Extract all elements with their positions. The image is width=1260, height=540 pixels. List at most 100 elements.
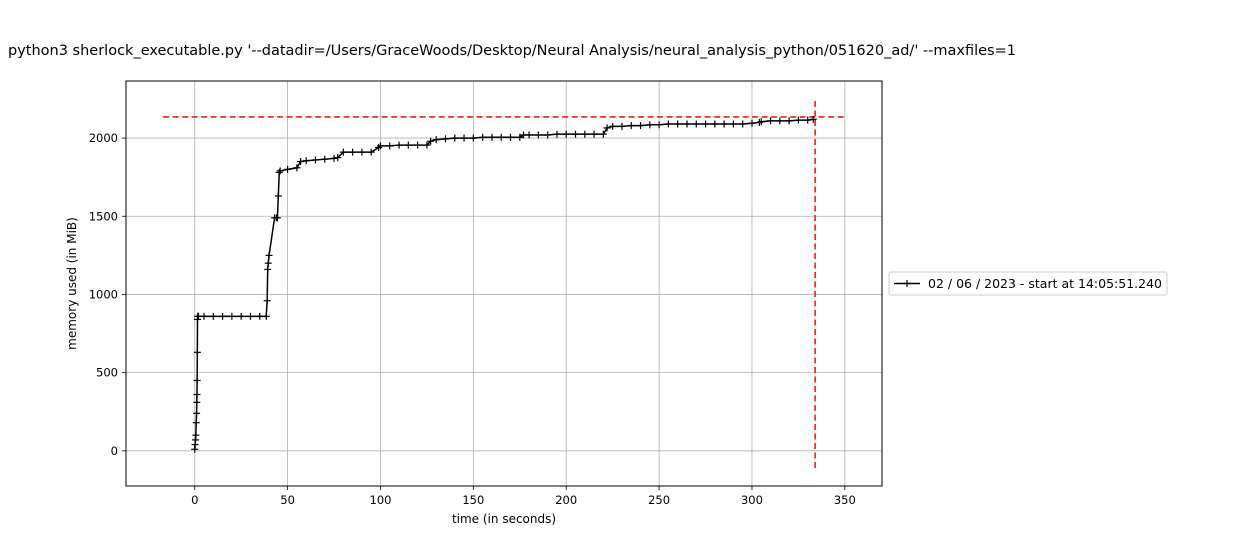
data-point [572,130,580,138]
data-point [284,165,292,173]
y-tick-label: 2000 [89,131,118,145]
data-point [809,115,817,123]
data-point [193,376,201,384]
data-point [423,141,431,149]
data-point [637,122,645,130]
data-point [427,137,435,145]
data-point [469,134,477,142]
data-point [256,312,264,320]
data-point [627,122,635,130]
data-point [334,154,342,162]
data-point [534,131,542,139]
data-point [339,148,347,156]
data-point [451,134,459,142]
reference-lines [163,98,845,469]
data-point [441,135,449,143]
y-tick-label: 1500 [89,209,118,223]
data-point [200,312,208,320]
data-point [367,148,375,156]
data-point [432,136,440,144]
x-tick-label: 50 [280,493,295,507]
data-point [655,121,663,129]
data-point [785,117,793,125]
grid-lines [126,81,882,486]
x-tick-label: 250 [648,493,670,507]
x-tick-label: 350 [834,493,856,507]
data-point [262,312,270,320]
data-point [711,120,719,128]
data-point [739,120,747,128]
data-point [646,121,654,129]
data-point [209,312,217,320]
data-point [193,409,201,417]
chart-title: python3 sherlock_executable.py '--datadi… [8,43,1016,59]
data-point [562,130,570,138]
data-point [599,130,607,138]
data-point [414,141,422,149]
data-point [618,122,626,130]
data-point [479,133,487,141]
x-tick-label: 150 [462,493,484,507]
data-point [193,391,201,399]
data-point [358,148,366,156]
data-point [609,122,617,130]
data-point [297,158,305,166]
data-point [192,419,200,427]
data-point [692,120,700,128]
data-point [720,120,728,128]
data-point [275,168,283,176]
data-point [237,312,245,320]
data-point [273,214,281,222]
x-tick-label: 300 [741,493,763,507]
data-point [321,155,329,163]
data-point [702,120,710,128]
y-tick-label: 500 [96,366,118,380]
x-tick-label: 100 [370,493,392,507]
legend: 02 / 06 / 2023 - start at 14:05:51.240 [888,271,1168,296]
data-point [581,130,589,138]
data-point [264,265,272,273]
data-point [683,120,691,128]
data-point [664,120,672,128]
x-axis-label: time (in seconds) [452,512,556,526]
data-point [757,118,765,126]
y-axis-label: memory used (in MiB) [65,217,79,350]
data-point [349,148,357,156]
data-point [302,157,310,165]
data-point [497,133,505,141]
data-point [603,124,611,132]
data-point [264,259,272,267]
data-point [553,130,561,138]
data-point [776,117,784,125]
data-point [748,119,756,127]
data-point [246,312,254,320]
data-point [729,120,737,128]
data-point [311,156,319,164]
series-markers [191,115,817,453]
data-point [395,141,403,149]
data-point [804,116,812,124]
data-point [404,141,412,149]
y-tick-label: 0 [111,444,118,458]
data-point [193,398,201,406]
plot-area-frame [125,80,883,487]
data-point [265,251,273,259]
data-point [488,133,496,141]
data-point [767,117,775,125]
data-point [330,154,338,162]
legend-box [888,271,1168,296]
data-point [516,133,524,141]
data-point [376,142,384,150]
data-point [507,133,515,141]
data-point [192,431,200,439]
data-point [274,192,282,200]
data-point [193,348,201,356]
data-point [525,131,533,139]
data-point [674,120,682,128]
data-point [794,116,802,124]
data-point [293,164,301,172]
data-point [460,134,468,142]
data-point [276,167,284,175]
data-point [263,297,271,305]
axis-ticks: 0 50 100 150 200 250 300 350 0 500 1000 1500 2000 [89,131,856,507]
